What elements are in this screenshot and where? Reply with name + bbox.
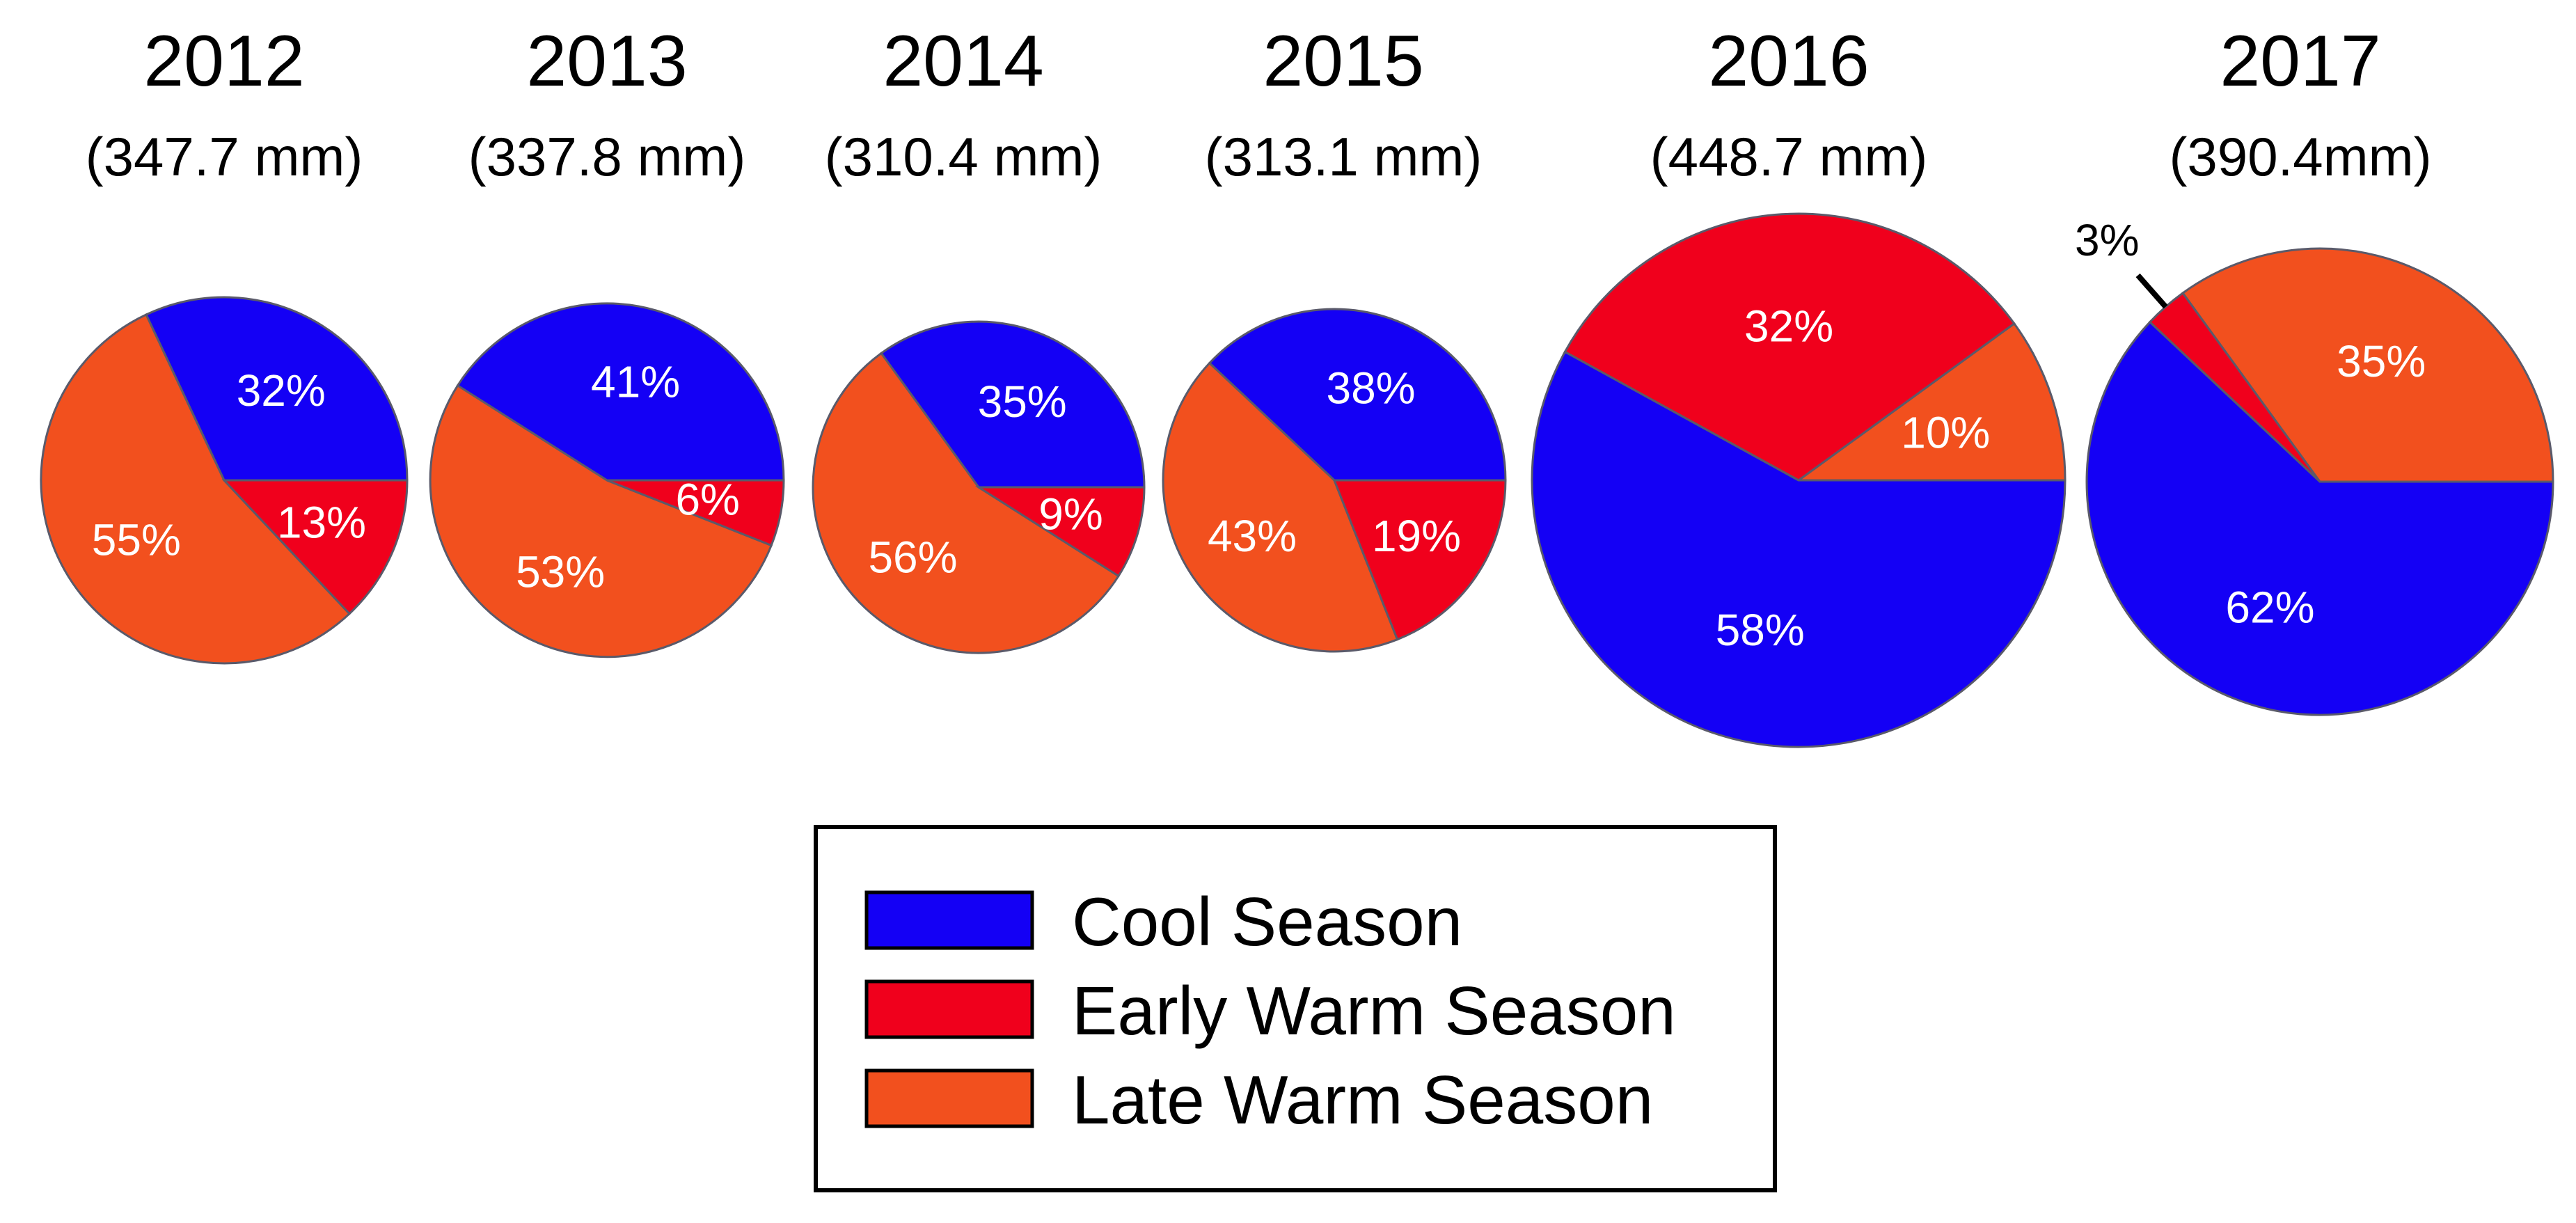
pie-slice-label: 3%	[2075, 215, 2140, 265]
pie-slice-label: 35%	[2337, 336, 2426, 386]
pie-slice-label: 62%	[2225, 583, 2314, 633]
pie-slice-late	[1162, 361, 1399, 653]
pie-slice-cool	[1208, 308, 1507, 482]
pie-2012: 2012 (347.7 mm) 32% 55% 13%	[40, 21, 409, 665]
pie-2014: 2014 (310.4 mm) 35% 56% 9%	[812, 21, 1146, 654]
pie-slice-label: 13%	[277, 498, 366, 548]
pie-slice-cool	[2085, 320, 2554, 716]
pie-slice-label: 58%	[1716, 605, 1805, 655]
pie-slice-label: 6%	[675, 475, 740, 525]
legend-label-cool: Cool Season	[1072, 883, 1462, 960]
pie-slice-label: 35%	[978, 377, 1067, 427]
pie-slice-cool	[1531, 350, 2067, 748]
pie-year-label: 2013	[526, 21, 687, 102]
legend-swatch-late-warm	[864, 1068, 1034, 1128]
pie-slice-label: 56%	[868, 532, 957, 583]
pie-slice-label: 9%	[1038, 489, 1103, 539]
legend-label-early-warm: Early Warm Season	[1072, 972, 1676, 1049]
pie-total-label: (390.4mm)	[2169, 126, 2431, 187]
pie-label-leader-line	[2135, 273, 2168, 309]
pie-slice-late	[40, 313, 351, 665]
pie-slice-early	[1332, 479, 1507, 641]
pie-year-label: 2015	[1263, 21, 1423, 102]
pie-2013: 2013 (337.8 mm) 41% 53% 6%	[429, 21, 785, 658]
pie-2017: 2017 (390.4mm) 35% 3% 62%	[2075, 21, 2554, 716]
legend-swatch-cool	[864, 890, 1034, 950]
pie-slice-label: 10%	[1901, 407, 1990, 457]
pie-2016: 2016 (448.7 mm) 10% 32% 58%	[1531, 21, 2067, 748]
pie-total-label: (448.7 mm)	[1650, 126, 1928, 187]
pie-year-label: 2016	[1708, 21, 1869, 102]
pie-slice-late	[2181, 247, 2554, 483]
pie-total-label: (313.1 mm)	[1205, 126, 1483, 187]
pie-year-label: 2012	[143, 21, 304, 102]
pie-total-label: (337.8 mm)	[468, 126, 746, 187]
pie-total-label: (347.7 mm)	[86, 126, 363, 187]
pie-2015: 2015 (313.1 mm) 38% 43% 19%	[1162, 21, 1507, 653]
pie-slice-cool	[145, 296, 409, 482]
pie-slice-label: 41%	[591, 357, 680, 407]
pie-slice-early	[606, 479, 785, 547]
pie-slice-label: 38%	[1326, 363, 1415, 413]
legend: Cool Season Early Warm Season Late Warm …	[814, 825, 1777, 1192]
pie-slice-label: 32%	[1744, 301, 1833, 351]
pie-slice-late	[429, 384, 773, 658]
pie-slice-late	[812, 352, 1121, 654]
legend-swatch-early-warm	[864, 979, 1034, 1039]
pie-slice-label: 32%	[237, 365, 326, 416]
pie-group: 2012 (347.7 mm) 32% 55% 13% 2013 (337.8 mm) 41%…	[40, 21, 2554, 748]
pie-year-label: 2014	[883, 21, 1043, 102]
pie-slice-early	[974, 486, 1146, 578]
pie-slice-early	[1563, 212, 2016, 482]
pie-slice-label: 53%	[516, 546, 605, 597]
legend-label-late-warm: Late Warm Season	[1072, 1062, 1653, 1138]
pie-slice-late	[1795, 322, 2067, 482]
pie-slice-early	[221, 479, 409, 615]
pie-slice-label: 19%	[1372, 511, 1461, 561]
pie-total-label: (310.4 mm)	[825, 126, 1103, 187]
pie-slice-label: 55%	[92, 515, 181, 565]
pie-slice-label: 43%	[1208, 511, 1297, 561]
pie-year-label: 2017	[2220, 21, 2380, 102]
pie-slice-cool	[880, 320, 1146, 489]
